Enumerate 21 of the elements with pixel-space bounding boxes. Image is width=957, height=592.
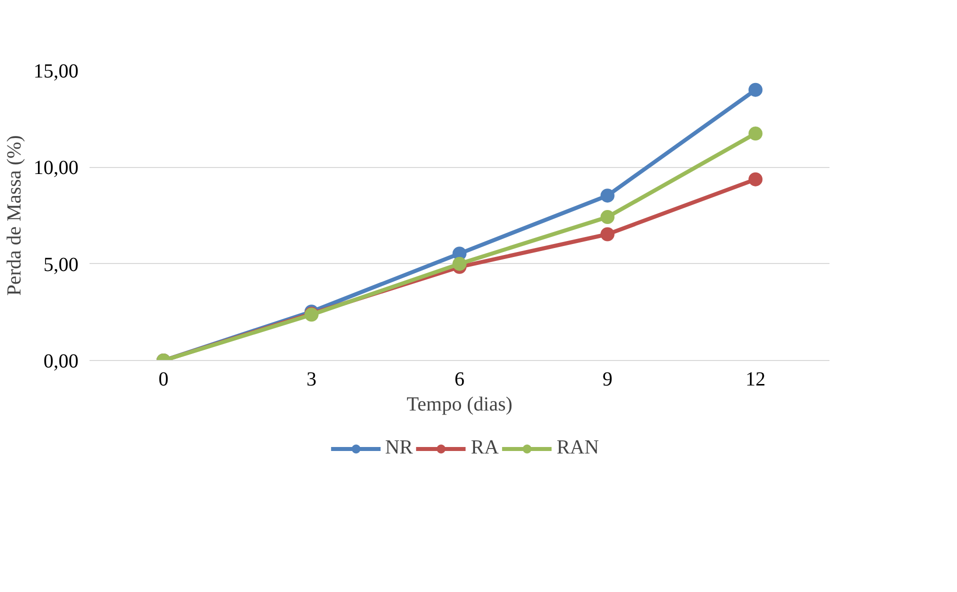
legend-label: RA [470,436,499,460]
x-tick-label: 9 [602,368,612,390]
legend-label: NR [385,436,413,460]
legend-label: RAN [556,436,599,460]
point [600,210,614,224]
y-axis-title: Perda de Massa (%) [4,135,26,296]
y-tick-label: 10,00 [34,157,78,180]
point [748,172,762,186]
point [748,126,762,141]
x-tick-label: 6 [454,368,464,390]
x-tick-label: 3 [306,368,316,390]
y-tick-label: 0,00 [44,350,78,372]
x-tick-label: 0 [158,368,168,390]
y-tick-label: 15,00 [34,60,78,82]
point [600,227,614,242]
y-tick-label: 5,00 [44,254,78,276]
point [452,256,466,271]
x-axis-title: Tempo (dias) [406,394,512,416]
point [600,188,614,203]
x-tick-label: 12 [746,368,766,390]
point [748,82,762,97]
